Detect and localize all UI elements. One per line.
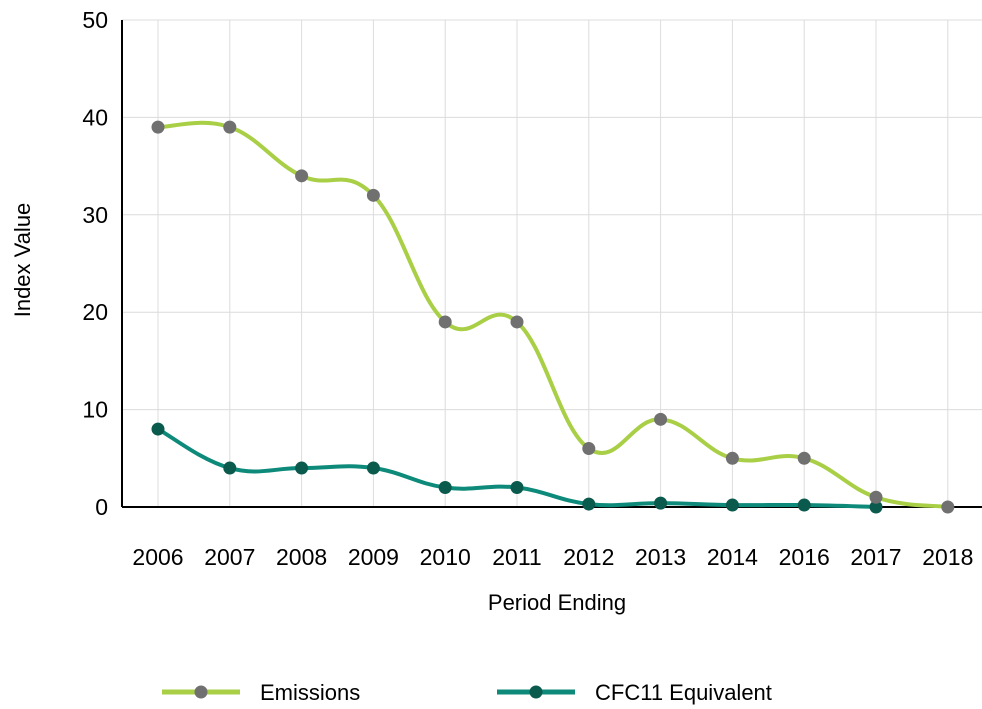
- x-tick-label: 2012: [563, 544, 614, 570]
- data-point-emissions: [295, 169, 309, 183]
- x-tick-label: 2011: [492, 544, 541, 570]
- data-point-cfc11-equivalent: [510, 481, 524, 495]
- data-point-emissions: [725, 451, 739, 465]
- legend-label-cfc11-equivalent: CFC11 Equivalent: [595, 680, 772, 705]
- data-point-emissions: [582, 442, 596, 456]
- data-point-emissions: [510, 315, 524, 329]
- data-point-emissions: [438, 315, 452, 329]
- x-tick-label: 2016: [779, 544, 830, 570]
- data-point-cfc11-equivalent: [869, 500, 883, 514]
- legend-marker-cfc11-equivalent: [529, 685, 543, 699]
- data-point-cfc11-equivalent: [366, 461, 380, 475]
- data-point-cfc11-equivalent: [223, 461, 237, 475]
- x-tick-label: 2009: [348, 544, 399, 570]
- series-line-emissions: [156, 120, 950, 509]
- legend-marker-emissions: [194, 685, 208, 699]
- data-point-cfc11-equivalent: [725, 498, 739, 512]
- grid: [122, 19, 982, 507]
- data-point-cfc11-equivalent: [295, 461, 309, 475]
- data-point-emissions: [869, 490, 883, 504]
- data-point-emissions: [654, 412, 668, 426]
- data-point-cfc11-equivalent: [797, 498, 811, 512]
- data-point-emissions: [366, 188, 380, 202]
- y-tick-label: 40: [82, 104, 108, 130]
- x-tick-label: 2017: [850, 544, 901, 570]
- x-tick-label: 2010: [420, 544, 471, 570]
- x-tick-label: 2007: [204, 544, 255, 570]
- data-point-emissions: [223, 120, 237, 134]
- data-point-cfc11-equivalent: [582, 497, 596, 511]
- series-layer: [151, 120, 955, 514]
- x-tick-label: 2013: [635, 544, 686, 570]
- data-point-emissions: [941, 500, 955, 514]
- legend: Emissions CFC11 Equivalent: [162, 680, 772, 705]
- y-axis-title: Index Value: [10, 203, 35, 318]
- x-tick-label: 2006: [132, 544, 183, 570]
- y-tick-label: 50: [82, 7, 108, 33]
- y-tick-label: 30: [82, 202, 108, 228]
- data-point-cfc11-equivalent: [654, 496, 668, 510]
- y-tick-label: 20: [82, 299, 108, 325]
- data-point-emissions: [151, 120, 165, 134]
- x-axis-title: Period Ending: [488, 590, 626, 615]
- x-tick-label: 2014: [707, 544, 758, 570]
- y-axis-ticks: 0 10 20 30 40 50: [82, 7, 108, 520]
- data-point-cfc11-equivalent: [151, 422, 165, 436]
- y-tick-label: 0: [95, 494, 108, 520]
- x-tick-label: 2008: [276, 544, 327, 570]
- legend-label-emissions: Emissions: [260, 680, 360, 705]
- data-point-emissions: [797, 451, 811, 465]
- y-tick-label: 10: [82, 397, 108, 423]
- data-point-cfc11-equivalent: [438, 481, 452, 495]
- axes: [121, 20, 982, 508]
- x-tick-label: 2018: [922, 544, 973, 570]
- x-axis-ticks: 2006 2007 2008 2009 2010 2011 2012 2013 2014 2016…: [132, 544, 973, 570]
